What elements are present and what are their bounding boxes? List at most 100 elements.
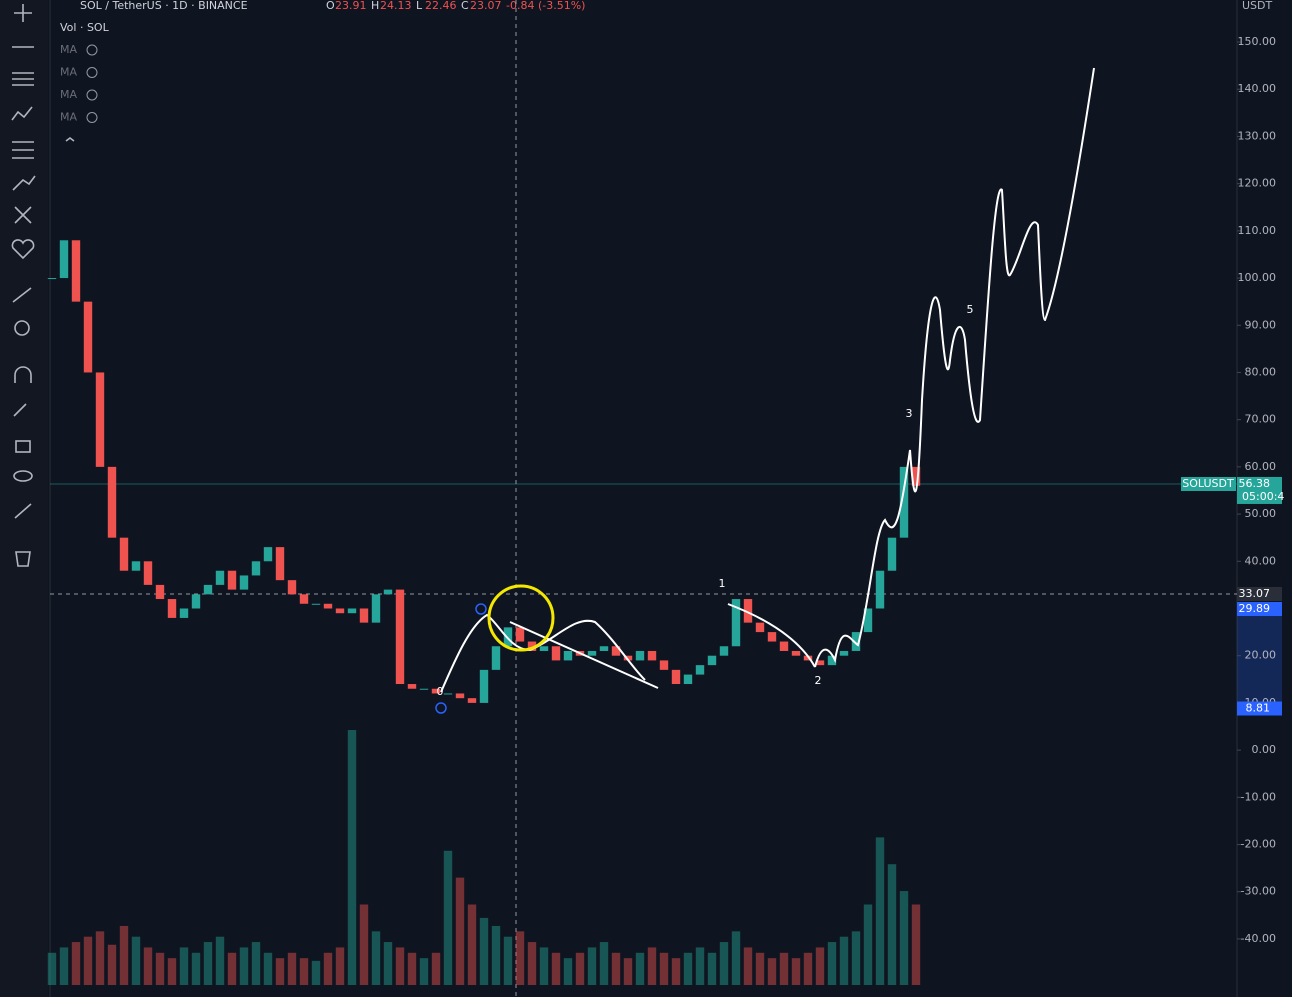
price-axis: 150.00 140.00 130.00 120.00 110.00 100.00 90.0… [1237, 35, 1284, 945]
collapse-legend[interactable] [65, 137, 75, 142]
price-marker [1237, 476, 1282, 504]
volume-legend: Vol · SOL [60, 21, 110, 34]
delete-tool[interactable] [15, 551, 31, 567]
candle [467, 698, 477, 703]
text-tool[interactable] [14, 206, 32, 224]
candle [791, 650, 801, 656]
volume-bar [839, 936, 849, 985]
link-tool[interactable] [14, 503, 32, 519]
ohlc-value: 23.91 [335, 0, 367, 12]
price-marker-label: 56.38 [1239, 477, 1271, 490]
volume-bar [359, 904, 369, 985]
pattern-tool[interactable] [11, 106, 33, 121]
brush-tool[interactable] [12, 175, 36, 191]
volume-bar [707, 952, 717, 985]
y-tick-label: 40.00 [1245, 554, 1277, 567]
candle [563, 650, 573, 661]
volume-bar [563, 958, 573, 985]
magnet-tool[interactable] [14, 366, 32, 383]
candle [899, 466, 909, 538]
y-tick-label: -10.00 [1241, 790, 1276, 803]
candle [503, 627, 513, 647]
measure-tool[interactable] [12, 287, 32, 303]
fib-tool[interactable] [12, 72, 34, 86]
ohlc-label: H [371, 0, 379, 12]
volume-bar [83, 936, 93, 985]
volume-bar [599, 942, 609, 985]
visibility-toggle[interactable] [86, 112, 98, 123]
volume-bar [743, 947, 753, 985]
range-highlight [1237, 604, 1282, 708]
candle [431, 688, 441, 694]
visibility-toggle[interactable] [86, 89, 98, 101]
crosshair-tool[interactable] [14, 4, 32, 22]
icon-tool[interactable] [11, 239, 35, 260]
volume-bar [791, 958, 801, 985]
y-tick-label: -30.00 [1241, 885, 1276, 898]
y-tick-label: 20.00 [1245, 649, 1277, 662]
y-tick-label: 0.00 [1252, 743, 1277, 756]
candle [299, 594, 309, 604]
candle [911, 466, 921, 486]
y-tick-label: 60.00 [1245, 460, 1277, 473]
volume-bar [299, 958, 309, 985]
candle [479, 669, 489, 703]
candle [683, 674, 693, 685]
price-marker-label: 33.07 [1239, 587, 1271, 600]
anchor-point[interactable] [435, 702, 447, 714]
candle [815, 660, 825, 666]
hide-tool[interactable] [13, 470, 33, 482]
volume-bar [611, 952, 621, 985]
lock-tool[interactable] [15, 440, 31, 453]
currency: USDT [1242, 0, 1273, 12]
toolbar [0, 0, 48, 997]
volume-bar [383, 942, 393, 985]
visibility-toggle[interactable] [86, 67, 98, 78]
volume-bar [443, 850, 453, 985]
wave-label: 3 [906, 407, 913, 420]
y-tick-label: 80.00 [1245, 365, 1277, 378]
highlight-circle [487, 584, 555, 652]
trend-drawing [509, 621, 659, 689]
y-tick-label: 140.00 [1238, 82, 1277, 95]
volume-bar [167, 958, 177, 985]
candle [359, 608, 369, 623]
price-marker-label: 8.81 [1246, 702, 1271, 715]
candle [491, 646, 501, 670]
candle [155, 584, 165, 600]
ohlc-label: C [461, 0, 469, 12]
candle [455, 693, 465, 699]
volume-bar [347, 730, 357, 985]
y-tick-label: 70.00 [1245, 413, 1277, 426]
lock-drawings[interactable] [13, 403, 27, 417]
candle [587, 650, 597, 656]
candle [755, 622, 765, 633]
candle [383, 589, 393, 595]
toolbar-icons [11, 4, 36, 567]
ohlc-label: O [326, 0, 335, 12]
volume-bar [407, 952, 417, 985]
symbol-title: SOL / TetherUS · 1D · BINANCE [80, 0, 248, 12]
candle [95, 372, 105, 467]
anchor-point[interactable] [475, 603, 487, 615]
wave-label: 2 [815, 674, 822, 687]
price-marker [1237, 586, 1282, 601]
volume-bar [227, 952, 237, 985]
candle [599, 646, 609, 651]
wave-label: 1 [719, 577, 726, 590]
visibility-toggle[interactable] [86, 44, 98, 56]
volume-bar [215, 936, 225, 985]
candle [767, 632, 777, 642]
volume-bar [287, 952, 297, 985]
prediction-tool[interactable] [12, 141, 34, 159]
volume-bar [851, 931, 861, 985]
wave-projection [814, 67, 1095, 668]
volume-bar [155, 952, 165, 985]
candle [539, 646, 549, 651]
zoom-tool[interactable] [14, 320, 30, 336]
indicator-name: MA [60, 43, 77, 56]
candle [623, 655, 633, 661]
candle [119, 537, 129, 571]
candle [239, 575, 249, 590]
volume-bar [455, 877, 465, 985]
